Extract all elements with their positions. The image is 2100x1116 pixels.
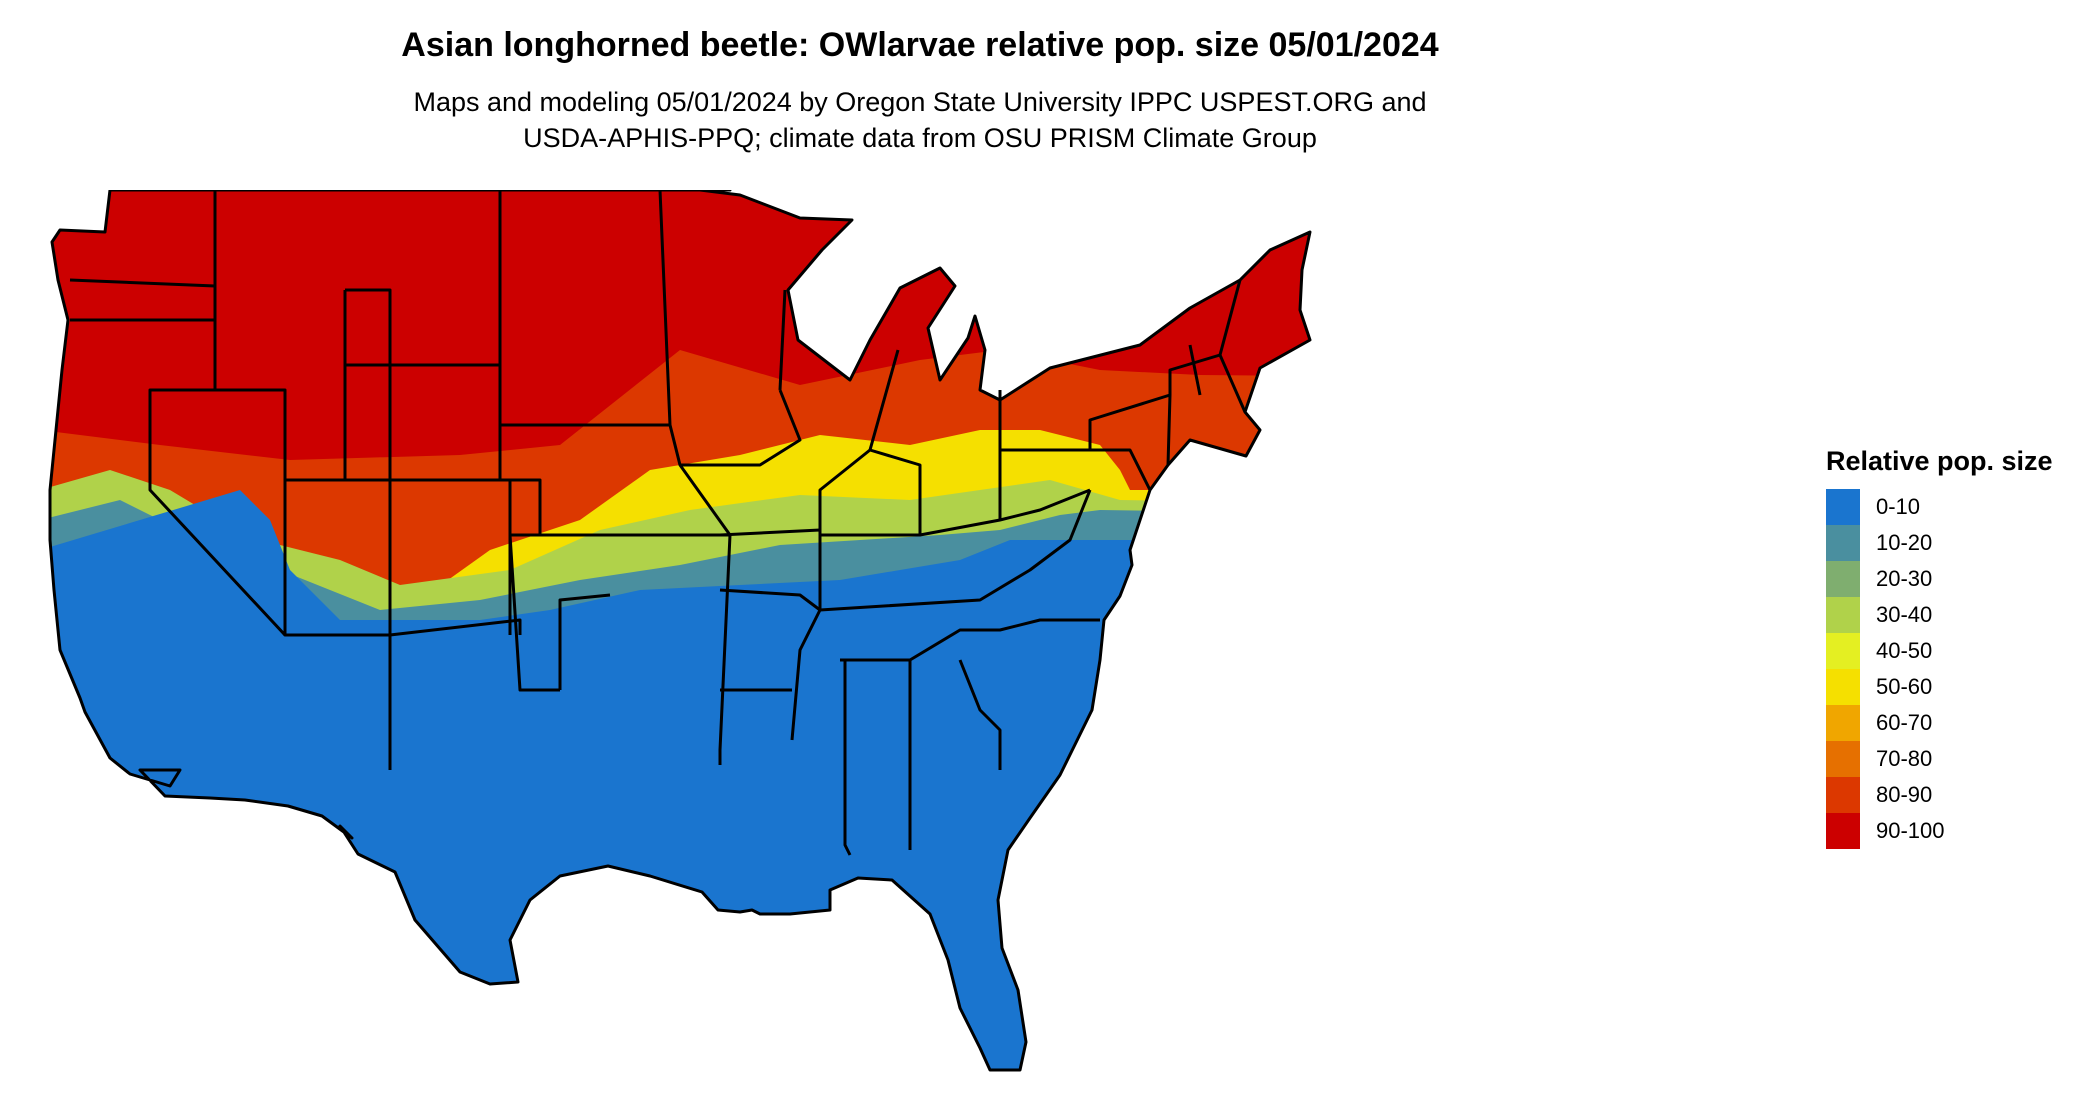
legend-label: 50-60 — [1876, 674, 1933, 699]
legend-swatch — [1826, 633, 1860, 669]
legend-label: 10-20 — [1876, 530, 1933, 555]
legend-item: 10-20 — [1826, 525, 2053, 561]
legend: Relative pop. size 0-10 10-20 20-30 30-40 40… — [1826, 446, 2053, 849]
map-subtitle: Maps and modeling 05/01/2024 by Oregon S… — [0, 84, 1840, 156]
legend-item: 40-50 — [1826, 633, 2053, 669]
subtitle-line-1: Maps and modeling 05/01/2024 by Oregon S… — [413, 87, 1427, 117]
legend-swatch — [1826, 741, 1860, 777]
legend-swatch — [1826, 525, 1860, 561]
legend-item: 60-70 — [1826, 705, 2053, 741]
legend-swatch — [1826, 597, 1860, 633]
legend-item: 0-10 — [1826, 489, 2053, 525]
legend-item: 30-40 — [1826, 597, 2053, 633]
legend-item: 20-30 — [1826, 561, 2053, 597]
legend-label: 60-70 — [1876, 710, 1933, 735]
legend-swatch — [1826, 669, 1860, 705]
legend-item: 70-80 — [1826, 741, 2053, 777]
legend-label: 20-30 — [1876, 566, 1933, 591]
population-gradient — [50, 190, 1310, 1070]
legend-swatch — [1826, 561, 1860, 597]
legend-label: 0-10 — [1876, 494, 1921, 519]
us-population-map — [48, 190, 1312, 1072]
state-borders — [48, 190, 1312, 1072]
legend-label: 30-40 — [1876, 602, 1933, 627]
legend-label: 40-50 — [1876, 638, 1933, 663]
legend-title: Relative pop. size — [1826, 446, 2053, 476]
map-title: Asian longhorned beetle: OWlarvae relati… — [401, 26, 1439, 64]
subtitle-line-2: USDA-APHIS-PPQ; climate data from OSU PR… — [523, 123, 1317, 153]
legend-swatch — [1826, 489, 1860, 525]
legend-items: 0-10 10-20 20-30 30-40 40-50 50-60 60-70 70-80 8… — [1826, 489, 2053, 849]
legend-swatch — [1826, 813, 1860, 849]
legend-item: 50-60 — [1826, 669, 2053, 705]
legend-swatch — [1826, 705, 1860, 741]
legend-label: 90-100 — [1876, 818, 1945, 843]
legend-swatch — [1826, 777, 1860, 813]
legend-item: 80-90 — [1826, 777, 2053, 813]
legend-label: 80-90 — [1876, 782, 1933, 807]
legend-item: 90-100 — [1826, 813, 2053, 849]
legend-label: 70-80 — [1876, 746, 1933, 771]
